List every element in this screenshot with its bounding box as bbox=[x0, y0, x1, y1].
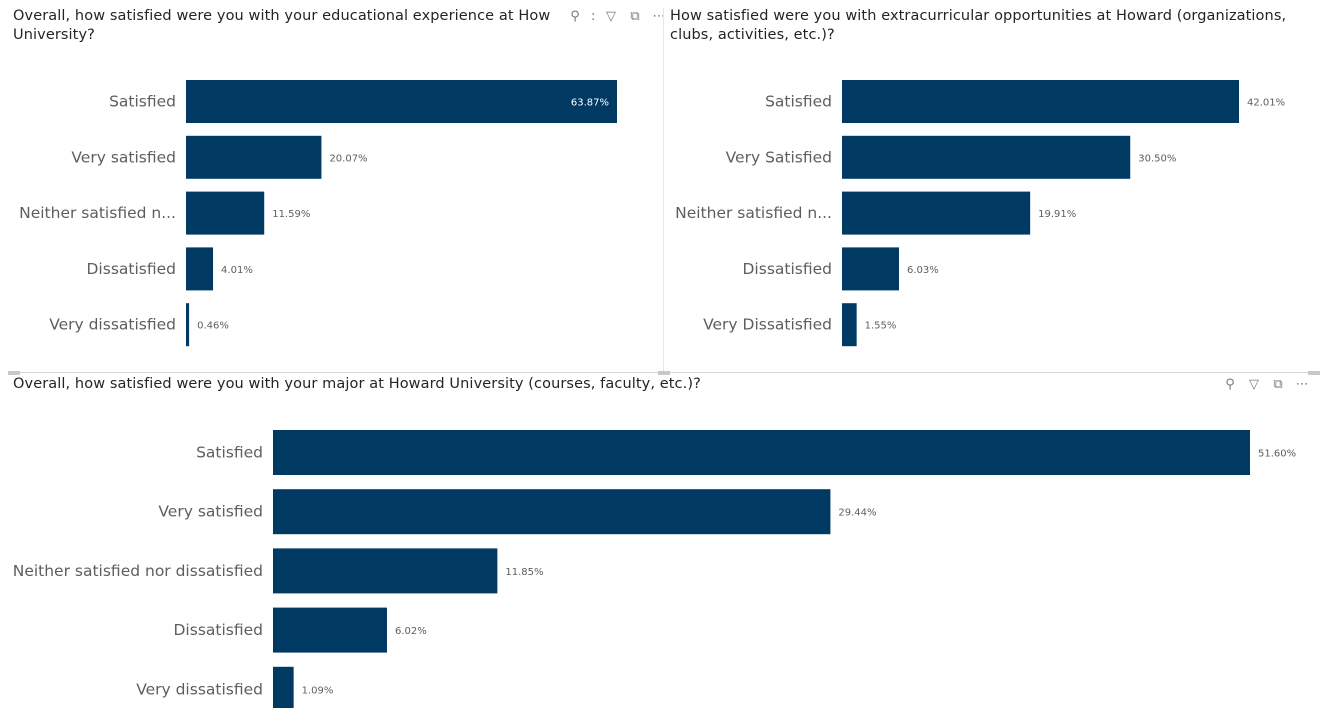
bar[interactable] bbox=[186, 247, 214, 291]
category-label: Very Satisfied bbox=[726, 148, 832, 166]
chart3-title-line1: Overall, how satisfied were you with you… bbox=[13, 376, 701, 392]
pin-icon[interactable]: ⚲ bbox=[570, 9, 580, 24]
chart1-title: Overall, how satisfied were you with you… bbox=[13, 7, 568, 45]
category-label: Neither satisfied nor dissatisfied bbox=[13, 562, 263, 580]
data-label: 4.01% bbox=[221, 265, 253, 276]
category-label: Very dissatisfied bbox=[136, 680, 263, 698]
focus-mode-icon[interactable]: ⧉ bbox=[630, 9, 640, 24]
focus-mode-icon[interactable]: ⧉ bbox=[1273, 377, 1283, 392]
category-label: Neither satisfied n... bbox=[19, 204, 176, 222]
bar[interactable] bbox=[186, 135, 322, 179]
data-label: 1.55% bbox=[865, 321, 897, 332]
category-label: Neither satisfied n... bbox=[675, 204, 832, 222]
category-label: Satisfied bbox=[196, 444, 263, 462]
bar[interactable] bbox=[273, 548, 498, 594]
bar[interactable] bbox=[842, 135, 1131, 179]
category-label: Very dissatisfied bbox=[49, 316, 176, 334]
category-label: Very satisfied bbox=[158, 503, 263, 521]
data-label: 1.09% bbox=[302, 685, 334, 696]
filter-icon[interactable]: ▽ bbox=[606, 9, 616, 24]
data-label: 11.85% bbox=[505, 567, 543, 578]
data-label: 51.60% bbox=[1258, 449, 1296, 460]
data-label: 11.59% bbox=[272, 209, 310, 220]
category-label: Very satisfied bbox=[71, 148, 176, 166]
pin-icon[interactable]: ⚲ bbox=[1225, 377, 1235, 392]
bar[interactable] bbox=[273, 430, 1250, 475]
chart1-title-line2: University? bbox=[13, 27, 95, 43]
bar[interactable] bbox=[186, 80, 617, 123]
bar[interactable] bbox=[842, 247, 899, 291]
chart3-title: Overall, how satisfied were you with you… bbox=[13, 375, 1213, 394]
chart3-toolbar: ⚲ ▽ ⧉ ⋯ bbox=[1222, 377, 1310, 393]
truncation-marker: : bbox=[591, 9, 596, 24]
chart2-title: How satisfied were you with extracurricu… bbox=[670, 7, 1320, 45]
bar[interactable] bbox=[842, 191, 1031, 235]
category-label: Dissatisfied bbox=[174, 621, 264, 639]
data-label: 6.02% bbox=[395, 626, 427, 637]
more-options-icon[interactable]: ⋯ bbox=[652, 9, 666, 24]
chart1-toolbar: ⚲ : ▽ ⧉ ⋯ bbox=[567, 9, 667, 25]
chart1-bar-chart: Satisfied 63.87% Very satisfied 20.07% Neith… bbox=[19, 80, 617, 347]
chart2-title-line2: clubs, activities, etc.)? bbox=[670, 27, 835, 43]
bar[interactable] bbox=[273, 666, 294, 708]
bar[interactable] bbox=[186, 303, 190, 347]
bar[interactable] bbox=[842, 303, 857, 347]
resize-handle-left[interactable] bbox=[8, 371, 20, 375]
category-label: Very Dissatisfied bbox=[703, 316, 832, 334]
data-label: 63.87% bbox=[571, 98, 609, 109]
more-options-icon[interactable]: ⋯ bbox=[1295, 377, 1309, 392]
data-label: 6.03% bbox=[907, 265, 939, 276]
data-label: 20.07% bbox=[329, 153, 367, 164]
chart1-title-line1: Overall, how satisfied were you with you… bbox=[13, 8, 551, 24]
category-label: Dissatisfied bbox=[87, 260, 177, 278]
bar[interactable] bbox=[842, 80, 1239, 123]
resize-handle-right[interactable] bbox=[1308, 371, 1320, 375]
bar[interactable] bbox=[273, 607, 387, 653]
data-label: 19.91% bbox=[1038, 209, 1076, 220]
data-label: 30.50% bbox=[1138, 153, 1176, 164]
panel-divider-vertical bbox=[663, 8, 664, 372]
resize-handle-center[interactable] bbox=[658, 371, 670, 375]
category-label: Satisfied bbox=[109, 93, 176, 111]
chart2-bar-chart: Satisfied 42.01% Very Satisfied 30.50% Neith… bbox=[675, 80, 1285, 347]
data-label: 42.01% bbox=[1247, 98, 1285, 109]
category-label: Satisfied bbox=[765, 93, 832, 111]
bar[interactable] bbox=[273, 489, 831, 535]
chart2-title-line1: How satisfied were you with extracurricu… bbox=[670, 8, 1287, 24]
filter-icon[interactable]: ▽ bbox=[1249, 377, 1259, 392]
data-label: 0.46% bbox=[197, 321, 229, 332]
data-label: 29.44% bbox=[838, 508, 876, 519]
category-label: Dissatisfied bbox=[743, 260, 833, 278]
bar[interactable] bbox=[186, 191, 265, 235]
